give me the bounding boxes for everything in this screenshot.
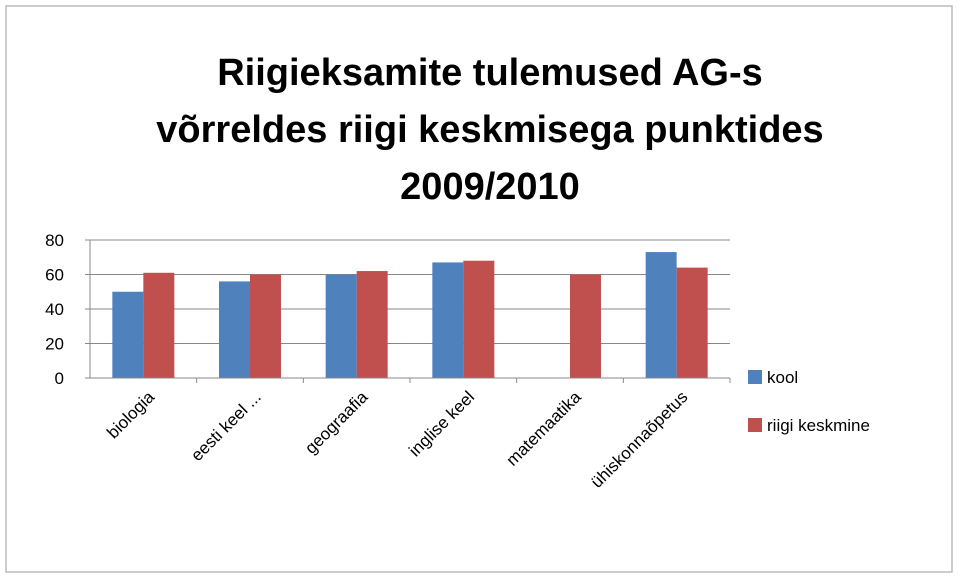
bar bbox=[325, 274, 357, 378]
bar bbox=[676, 267, 708, 378]
legend-swatch bbox=[748, 370, 762, 384]
y-tick-label: 20 bbox=[45, 335, 64, 354]
bar bbox=[356, 271, 388, 378]
bar bbox=[570, 274, 601, 378]
bar bbox=[143, 272, 175, 378]
legend-swatch bbox=[748, 418, 762, 432]
chart-title: 2009/2010 bbox=[400, 166, 580, 208]
bar bbox=[112, 291, 144, 378]
bar bbox=[432, 262, 464, 378]
legend-label: riigi keskmine bbox=[767, 416, 870, 435]
y-tick-label: 40 bbox=[45, 300, 64, 319]
bar bbox=[645, 252, 677, 378]
chart-title: võrreldes riigi keskmisega punktides bbox=[156, 109, 823, 151]
y-tick-label: 80 bbox=[45, 231, 64, 250]
bar bbox=[463, 260, 495, 378]
bar bbox=[250, 274, 281, 378]
y-tick-label: 0 bbox=[55, 369, 64, 388]
chart-title: Riigieksamite tulemused AG-s bbox=[217, 52, 763, 94]
bar bbox=[219, 281, 250, 378]
legend-label: kool bbox=[767, 368, 798, 387]
y-tick-label: 60 bbox=[45, 266, 64, 285]
